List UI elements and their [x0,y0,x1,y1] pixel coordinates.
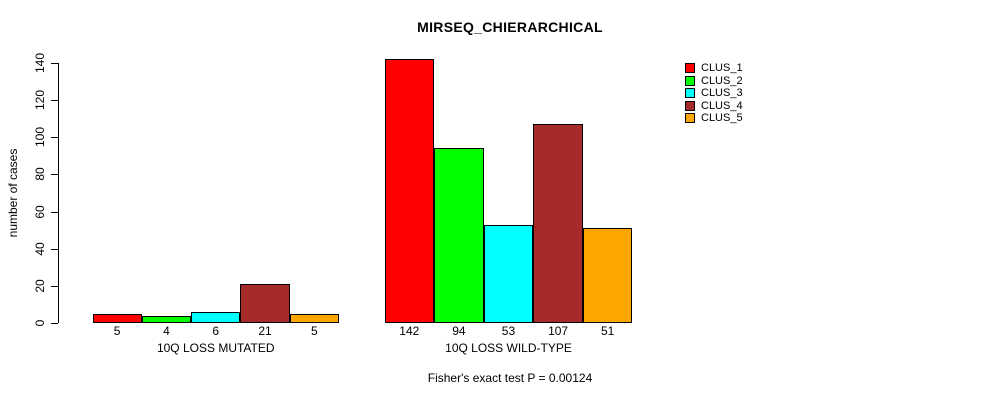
bar-clus_5-wild-type [582,228,633,323]
bar-value-label: 4 [163,324,170,338]
legend-item-clus_5: CLUS_5 [685,112,743,124]
legend-label: CLUS_3 [701,87,743,99]
legend-swatch-clus_2 [685,75,695,86]
bar-clus_4-wild-type [533,124,583,323]
bar-value-label: 5 [113,324,121,338]
bar-clus_3-wild-type [483,224,534,323]
legend-label: CLUS_1 [701,62,743,74]
legend-label: CLUS_2 [701,74,743,87]
y-tick-mark [51,211,58,213]
chart-title: MIRSEQ_CHIERARCHICAL [417,19,603,35]
y-tick-mark [51,248,58,250]
y-axis-label: number of cases [6,148,20,238]
bar-clus_1-wild-type [384,59,435,323]
bar-clus_3-mutated [191,311,241,323]
legend-swatch-clus_5 [685,113,695,123]
y-tick-label: 120 [33,90,47,111]
bar-clus_1-mutated [92,313,142,323]
bar-clus_2-wild-type [434,148,484,323]
bar-value-label: 6 [212,324,220,338]
y-tick-label: 40 [33,242,47,256]
bar-value-label: 142 [399,324,420,338]
y-tick-mark [51,174,58,176]
fisher-test-caption: Fisher's exact test P = 0.00124 [427,371,593,385]
bar-value-label: 5 [310,324,318,338]
bar-clus_2-mutated [141,315,192,323]
legend-label: CLUS_4 [701,99,743,112]
bar-clus_4-mutated [240,284,290,323]
y-tick-mark [51,100,58,102]
x-group-label: 10Q LOSS WILD-TYPE [445,341,572,355]
legend-swatch-clus_4 [685,100,695,111]
legend-item-clus_1: CLUS_1 [685,62,743,74]
legend-item-clus_2: CLUS_2 [685,75,743,87]
bar-value-label: 53 [501,324,516,338]
y-tick-mark [51,323,58,324]
y-tick-mark [51,137,58,139]
y-tick-label: 20 [33,279,47,293]
y-tick-label: 60 [33,204,47,219]
y-axis-line [58,63,59,323]
legend-label: CLUS_5 [701,112,743,124]
bar-value-label: 107 [548,324,569,338]
y-tick-label: 0 [33,319,47,327]
y-tick-mark [51,285,58,287]
y-tick-label: 80 [33,167,47,182]
bar-clus_5-mutated [289,313,339,323]
legend-swatch-clus_1 [685,63,695,73]
y-tick-mark [51,63,58,64]
bar-value-label: 51 [601,324,615,338]
legend-item-clus_4: CLUS_4 [685,100,743,112]
legend-swatch-clus_3 [685,88,695,98]
y-tick-label: 140 [33,52,47,74]
bar-value-label: 94 [452,324,466,338]
bar-value-label: 21 [258,324,272,338]
legend-item-clus_3: CLUS_3 [685,87,743,99]
y-tick-label: 100 [33,127,47,148]
x-group-label: 10Q LOSS MUTATED [156,341,275,355]
